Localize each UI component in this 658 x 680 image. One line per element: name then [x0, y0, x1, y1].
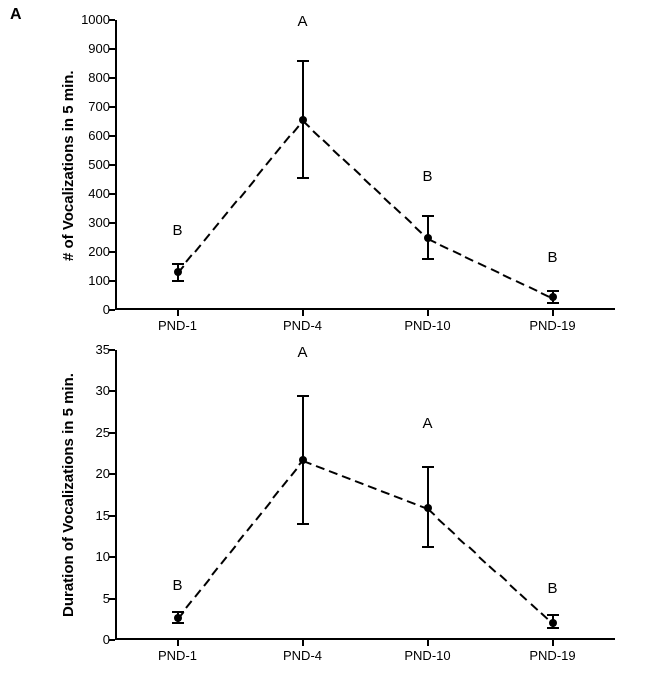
significance-label: A — [422, 415, 432, 432]
chart2-ylabel: Duration of Vocalizations in 5 min. — [60, 373, 77, 617]
x-tick — [552, 310, 554, 316]
y-tick-label: 30 — [70, 383, 110, 398]
error-cap — [547, 627, 559, 629]
y-tick-label: 35 — [70, 342, 110, 357]
significance-label: B — [547, 580, 557, 597]
y-tick-label: 700 — [70, 99, 110, 114]
x-tick — [427, 310, 429, 316]
y-tick-label: 1000 — [70, 12, 110, 27]
data-point — [424, 504, 432, 512]
data-point — [174, 268, 182, 276]
x-tick — [177, 640, 179, 646]
chart2: Duration of Vocalizations in 5 min. 0 5 10 1… — [0, 350, 645, 680]
error-cap — [172, 622, 184, 624]
figure-container: A # of Vocalizations in 5 min.0100200300… — [0, 0, 658, 672]
error-cap — [422, 215, 434, 217]
error-cap — [297, 177, 309, 179]
y-tick-label: 900 — [70, 41, 110, 56]
y-tick-label: 10 — [70, 549, 110, 564]
significance-label: B — [172, 577, 182, 594]
x-tick — [552, 640, 554, 646]
x-tick-label: PND-10 — [404, 648, 450, 663]
data-point — [424, 234, 432, 242]
error-cap — [172, 611, 184, 613]
chart1-plot-area — [115, 20, 615, 310]
x-tick-label: PND-19 — [529, 318, 575, 333]
error-cap — [547, 302, 559, 304]
x-tick-label: PND-19 — [529, 648, 575, 663]
y-tick-label: 0 — [70, 302, 110, 317]
x-tick — [427, 640, 429, 646]
y-tick-label: 15 — [70, 508, 110, 523]
y-tick-label: 25 — [70, 425, 110, 440]
error-cap — [547, 290, 559, 292]
chart2-plot-area — [115, 350, 615, 640]
y-tick-label: 20 — [70, 466, 110, 481]
x-tick-label: PND-4 — [283, 648, 322, 663]
x-tick — [302, 640, 304, 646]
x-tick-label: PND-10 — [404, 318, 450, 333]
data-point — [549, 619, 557, 627]
error-cap — [297, 60, 309, 62]
y-tick-label: 200 — [70, 244, 110, 259]
error-cap — [422, 546, 434, 548]
y-tick-label: 800 — [70, 70, 110, 85]
x-tick-label: PND-4 — [283, 318, 322, 333]
data-point — [299, 456, 307, 464]
x-tick-label: PND-1 — [158, 648, 197, 663]
x-tick-label: PND-1 — [158, 318, 197, 333]
data-point — [299, 116, 307, 124]
y-tick-label: 400 — [70, 186, 110, 201]
y-tick-label: 500 — [70, 157, 110, 172]
error-cap — [422, 258, 434, 260]
x-tick — [177, 310, 179, 316]
data-point — [549, 293, 557, 301]
chart1: # of Vocalizations in 5 min.010020030040… — [0, 20, 645, 350]
error-cap — [172, 280, 184, 282]
significance-label: B — [172, 222, 182, 239]
significance-label: A — [297, 13, 307, 30]
error-cap — [422, 466, 434, 468]
error-cap — [547, 614, 559, 616]
data-point — [174, 614, 182, 622]
significance-label: A — [297, 344, 307, 361]
y-tick-label: 100 — [70, 273, 110, 288]
y-tick-label: 600 — [70, 128, 110, 143]
error-cap — [297, 395, 309, 397]
y-tick-label: 300 — [70, 215, 110, 230]
x-tick — [302, 310, 304, 316]
y-tick-label: 0 — [70, 632, 110, 647]
error-cap — [297, 523, 309, 525]
error-cap — [172, 263, 184, 265]
significance-label: B — [422, 168, 432, 185]
y-tick-label: 5 — [70, 591, 110, 606]
significance-label: B — [547, 249, 557, 266]
